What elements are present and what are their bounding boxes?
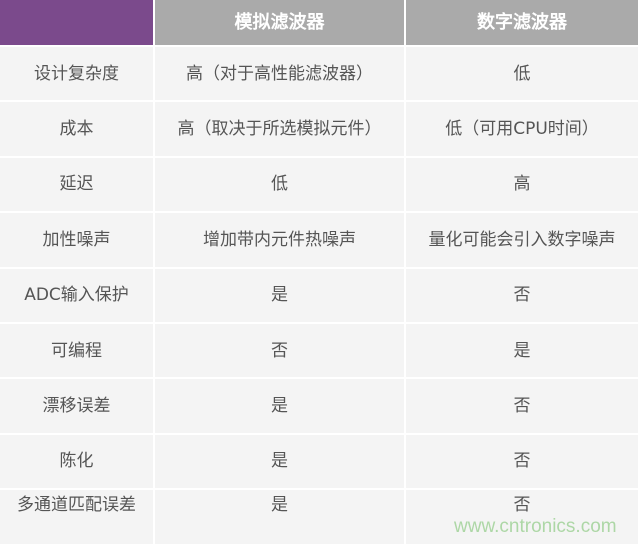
analog-value: 是: [155, 268, 404, 322]
digital-value: 量化可能会引入数字噪声: [406, 213, 638, 267]
analog-value: 否: [155, 323, 404, 378]
digital-value: 否: [406, 268, 638, 322]
analog-value: 高（对于高性能滤波器）: [155, 47, 404, 101]
analog-value: 是: [155, 434, 404, 489]
analog-value: 高（取决于所选模拟元件）: [155, 102, 404, 156]
header-analog-filter: 模拟滤波器: [155, 0, 404, 45]
digital-value: 高: [406, 157, 638, 212]
row-label: 可编程: [0, 323, 153, 378]
digital-value: 否: [406, 379, 638, 433]
row-label: 成本: [0, 102, 153, 156]
digital-value: 否: [406, 490, 638, 544]
analog-value: 是: [155, 379, 404, 433]
row-label: 设计复杂度: [0, 47, 153, 101]
row-label: 延迟: [0, 157, 153, 212]
row-label: 多通道匹配误差: [0, 490, 153, 544]
header-corner: [0, 0, 153, 45]
analog-value: 低: [155, 157, 404, 212]
row-label: 陈化: [0, 434, 153, 489]
analog-value: 是: [155, 490, 404, 544]
row-label: 加性噪声: [0, 213, 153, 267]
header-digital-filter: 数字滤波器: [406, 0, 638, 45]
analog-value: 增加带内元件热噪声: [155, 213, 404, 267]
watermark: www.cntronics.com: [454, 516, 617, 537]
row-label: ADC输入保护: [0, 268, 153, 322]
digital-value: 否: [406, 434, 638, 489]
digital-value: 低（可用CPU时间）: [406, 102, 638, 156]
digital-value: 低: [406, 47, 638, 101]
row-label: 漂移误差: [0, 379, 153, 433]
digital-value: 是: [406, 323, 638, 378]
